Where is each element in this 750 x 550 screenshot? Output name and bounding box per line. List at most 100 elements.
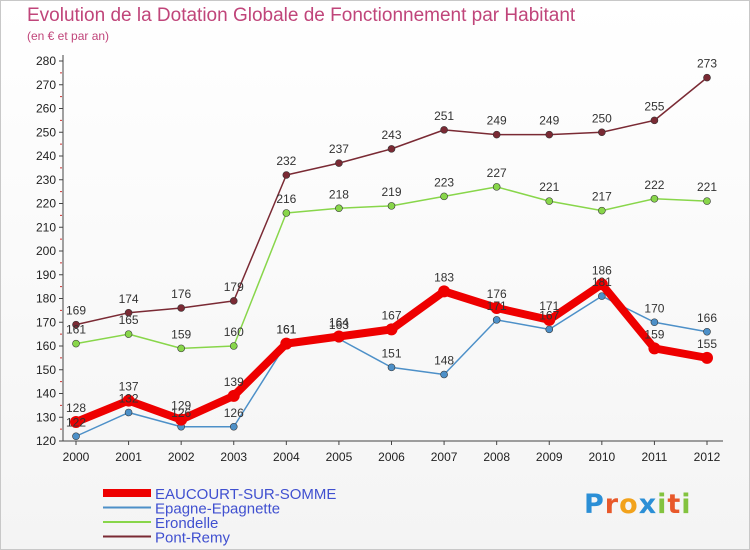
data-label: 251 [434,109,454,123]
data-point [545,197,554,205]
data-label: 170 [644,301,664,315]
data-label: 273 [697,57,717,71]
data-point [440,126,448,134]
proxiti-logo: Proxiti [584,489,692,520]
brand-letter: i [657,489,668,520]
x-tick-label: 2005 [326,450,353,464]
data-point [438,285,451,298]
data-label: 243 [381,128,401,142]
brand-letter: x [638,489,658,520]
x-tick-label: 2010 [588,450,615,464]
data-label: 126 [171,406,191,420]
data-point [229,422,238,431]
data-label: 174 [119,292,139,306]
y-tick-label: 250 [36,125,56,139]
legend-label: Pont-Remy [155,530,231,547]
data-point [595,278,608,291]
data-point [545,325,554,334]
data-point [335,159,343,167]
data-label: 232 [276,154,296,168]
data-point [492,130,501,139]
brand-letter: o [619,489,639,520]
data-label: 249 [487,114,507,128]
data-label: 218 [329,187,349,201]
chart-subtitle: (en € et par an) [27,29,110,43]
data-label: 167 [381,308,401,322]
data-label: 166 [697,311,717,325]
x-tick-label: 2009 [536,450,563,464]
brand-letter: P [584,489,605,520]
legend-label: Erondelle [155,515,218,532]
y-tick-label: 180 [36,292,56,306]
data-point [440,370,448,379]
chart-title: Evolution de la Dotation Globale de Fonc… [27,5,576,26]
data-label: 179 [224,280,244,294]
data-point [124,408,133,417]
data-label: 155 [697,337,717,351]
data-point [650,318,659,327]
data-point [122,394,135,407]
data-point [282,171,291,179]
data-point [332,330,345,343]
data-label: 171 [539,299,559,313]
data-label: 126 [224,406,244,420]
data-label: 161 [276,323,296,337]
data-label: 255 [644,99,664,113]
y-tick-label: 130 [36,410,56,424]
data-label: 217 [592,190,612,204]
y-tick-label: 120 [36,434,56,448]
data-label: 160 [224,325,244,339]
data-label: 164 [329,316,349,330]
y-tick-label: 280 [36,54,56,68]
data-label: 159 [171,327,191,341]
data-point [598,292,606,300]
data-point [387,202,396,210]
data-point [703,197,711,205]
data-label: 137 [119,380,139,394]
y-tick-label: 160 [36,339,56,353]
x-tick-label: 2007 [431,450,458,464]
x-tick-label: 2011 [642,450,668,464]
data-point [387,363,396,372]
data-label: 139 [224,375,244,389]
data-label: 183 [434,270,454,284]
data-point [492,183,501,191]
data-point [282,209,291,217]
x-tick-label: 2004 [273,450,300,464]
data-point [124,308,133,317]
data-label: 250 [592,111,612,125]
brand-letter: t [667,489,682,520]
y-tick-label: 170 [36,315,56,329]
data-label: 186 [592,263,612,277]
data-label: 151 [381,346,401,360]
legend-label: EAUCOURT-SUR-SOMME [155,486,336,503]
data-label: 216 [276,192,296,206]
brand-letter: i [681,489,692,520]
data-point [229,297,238,305]
data-point [648,342,661,355]
data-label: 169 [66,304,86,318]
data-point [545,130,554,139]
data-point [229,342,238,350]
y-tick-label: 230 [36,173,56,187]
data-label: 221 [539,180,559,194]
data-point [124,330,133,338]
data-point [598,206,606,215]
data-point [543,313,556,326]
data-label: 132 [119,392,139,406]
data-point [72,320,80,329]
data-label: 222 [644,178,664,192]
data-label: 171 [487,299,507,313]
data-label: 167 [539,308,559,322]
data-label: 161 [66,323,86,337]
data-label: 128 [66,401,86,415]
data-point [598,128,606,137]
data-label: 237 [329,142,349,156]
data-point [650,116,659,125]
data-point [701,351,713,364]
data-label: 176 [487,287,507,301]
data-point [650,194,659,203]
data-point [490,302,503,314]
y-tick-label: 200 [36,244,56,258]
